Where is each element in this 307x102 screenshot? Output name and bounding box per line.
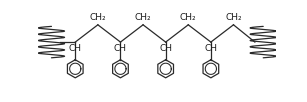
Text: CH₂: CH₂: [90, 13, 106, 22]
Text: CH: CH: [69, 44, 82, 53]
Text: CH: CH: [204, 44, 217, 53]
Text: CH: CH: [159, 44, 172, 53]
Text: CH₂: CH₂: [180, 13, 196, 22]
Text: CH: CH: [114, 44, 127, 53]
Text: CH₂: CH₂: [225, 13, 242, 22]
Text: CH₂: CH₂: [135, 13, 151, 22]
